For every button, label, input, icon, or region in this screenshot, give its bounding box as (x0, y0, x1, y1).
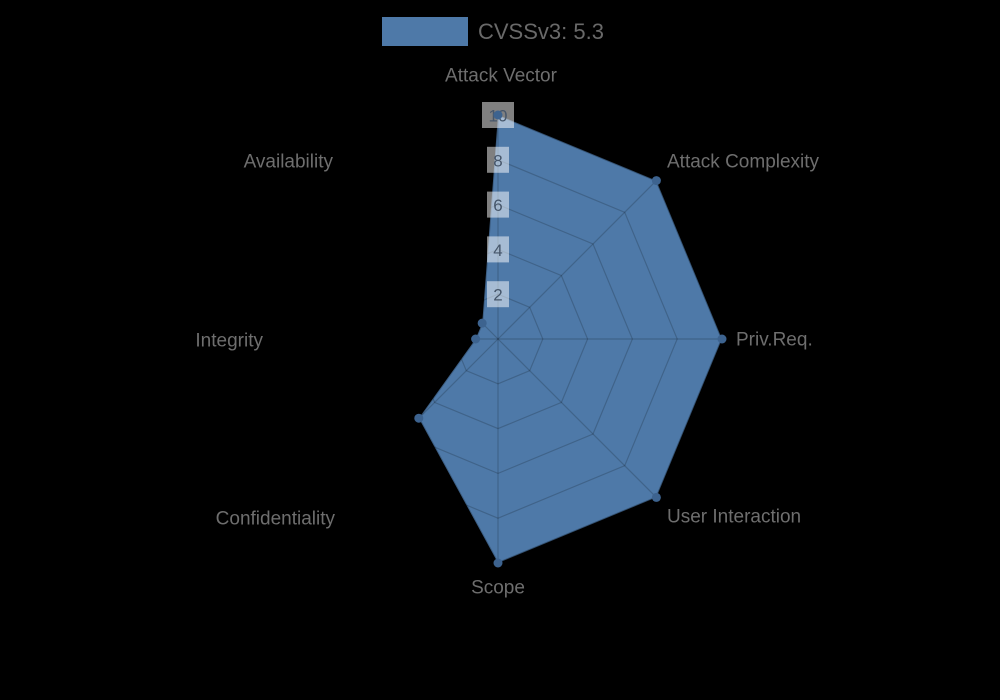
axis-label-availability: Availability (244, 152, 334, 173)
radial-ticks: 246810 (482, 102, 514, 308)
tick-label-4: 4 (493, 241, 502, 260)
tick-backdrop-2 (487, 281, 509, 308)
axis-label-priv-req: Priv.Req. (736, 330, 813, 351)
chart-legend[interactable]: CVSSv3: 5.3 (382, 17, 604, 46)
tick-backdrop-4 (487, 236, 509, 263)
grid-ring-8 (418, 159, 678, 519)
data-point-availability[interactable] (477, 318, 487, 328)
grid-ring-10 (418, 115, 722, 563)
axis-label-integrity: Integrity (195, 331, 263, 352)
axis-line-attack-complexity (497, 180, 657, 340)
tick-label-6: 6 (493, 196, 502, 215)
tick-backdrop-6 (487, 191, 509, 218)
data-point-attack-vector[interactable] (493, 110, 503, 120)
tick-label-8: 8 (493, 151, 502, 170)
data-point-user-interaction[interactable] (651, 492, 661, 502)
legend-swatch (382, 17, 468, 46)
data-point-priv-req[interactable] (717, 334, 727, 344)
axis-line-availability (418, 180, 499, 340)
axis-label-confidentiality: Confidentiality (216, 509, 336, 530)
axis-label-attack-complexity: Attack Complexity (667, 152, 820, 173)
axis-label-attack-vector: Attack Vector (445, 66, 558, 87)
axis-label-user-interaction: User Interaction (667, 507, 801, 528)
legend-label: CVSSv3: 5.3 (478, 19, 604, 44)
grid-ring-6 (418, 203, 634, 475)
axis-line-user-interaction (497, 338, 657, 498)
data-point-confidentiality[interactable] (414, 413, 424, 423)
tick-backdrop-8 (487, 146, 509, 173)
axis-label-scope: Scope (471, 578, 525, 599)
data-point-integrity[interactable] (471, 334, 481, 344)
tick-label-2: 2 (493, 286, 502, 305)
data-point-attack-complexity[interactable] (651, 176, 661, 186)
data-point-scope[interactable] (493, 558, 503, 568)
